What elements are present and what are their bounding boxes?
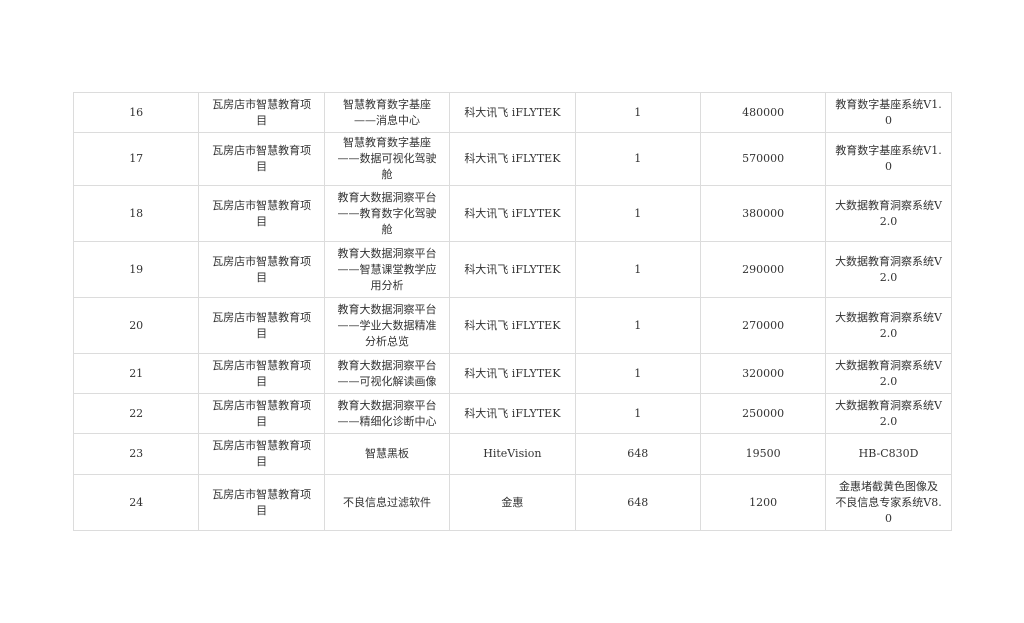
cell-model: 教育数字基座系统V1.0 — [825, 132, 952, 186]
cell-brand: 科大讯飞 iFLYTEK — [449, 353, 576, 394]
cell-quantity: 1 — [574, 132, 701, 186]
cell-product-name: 智慧教育数字基座——数据可视化驾驶舱 — [323, 132, 451, 186]
table-row: 17 瓦房店市智慧教育项目 智慧教育数字基座——数据可视化驾驶舱 科大讯飞 iFLYT… — [72, 132, 952, 186]
cell-quantity: 1 — [574, 92, 701, 133]
table-row: 19 瓦房店市智慧教育项目 教育大数据洞察平台——智慧课堂教学应用分析 科大讯飞 iF… — [72, 241, 952, 298]
cell-quantity: 1 — [574, 353, 701, 394]
cell-quantity: 1 — [574, 297, 701, 354]
table-row: 16 瓦房店市智慧教育项目 智慧教育数字基座——消息中心 科大讯飞 iFLYTEK 1 4… — [72, 92, 952, 133]
cell-model: 大数据教育洞察系统V2.0 — [825, 297, 952, 354]
cell-product-name: 智慧教育数字基座——消息中心 — [323, 92, 451, 133]
cell-unit-price: 1200 — [699, 474, 827, 531]
cell-row-number: 21 — [72, 353, 200, 394]
cell-row-number: 17 — [72, 132, 200, 186]
cell-project: 瓦房店市智慧教育项目 — [198, 132, 325, 186]
table-body: 16 瓦房店市智慧教育项目 智慧教育数字基座——消息中心 科大讯飞 iFLYTEK 1 4… — [72, 92, 952, 531]
cell-quantity: 1 — [574, 185, 701, 242]
cell-project: 瓦房店市智慧教育项目 — [198, 92, 325, 133]
cell-brand: 科大讯飞 iFLYTEK — [449, 393, 576, 434]
cell-product-name: 教育大数据洞察平台——学业大数据精准分析总览 — [323, 297, 451, 354]
cell-product-name: 教育大数据洞察平台——精细化诊断中心 — [323, 393, 451, 434]
cell-product-name: 教育大数据洞察平台——智慧课堂教学应用分析 — [323, 241, 451, 298]
product-table: 16 瓦房店市智慧教育项目 智慧教育数字基座——消息中心 科大讯飞 iFLYTEK 1 4… — [72, 92, 952, 531]
cell-unit-price: 320000 — [699, 353, 827, 394]
cell-model: 大数据教育洞察系统V2.0 — [825, 185, 952, 242]
cell-unit-price: 290000 — [699, 241, 827, 298]
cell-quantity: 648 — [574, 433, 701, 475]
cell-project: 瓦房店市智慧教育项目 — [198, 185, 325, 242]
table-row: 21 瓦房店市智慧教育项目 教育大数据洞察平台——可视化解读画像 科大讯飞 iFLYT… — [72, 353, 952, 394]
cell-project: 瓦房店市智慧教育项目 — [198, 353, 325, 394]
cell-model: 金惠堵截黄色图像及不良信息专家系统V8.0 — [825, 474, 952, 531]
cell-model: 大数据教育洞察系统V2.0 — [825, 353, 952, 394]
cell-model: HB-C830D — [825, 433, 952, 475]
cell-product-name: 不良信息过滤软件 — [323, 474, 451, 531]
cell-row-number: 18 — [72, 185, 200, 242]
cell-brand: 科大讯飞 iFLYTEK — [449, 132, 576, 186]
cell-row-number: 23 — [72, 433, 200, 475]
cell-model: 教育数字基座系统V1.0 — [825, 92, 952, 133]
cell-brand: 科大讯飞 iFLYTEK — [449, 185, 576, 242]
table-row: 20 瓦房店市智慧教育项目 教育大数据洞察平台——学业大数据精准分析总览 科大讯飞 i… — [72, 297, 952, 354]
table-row: 24 瓦房店市智慧教育项目 不良信息过滤软件 金惠 648 1200 金惠堵截黄色图像及不良… — [72, 474, 952, 531]
cell-unit-price: 270000 — [699, 297, 827, 354]
cell-row-number: 16 — [72, 92, 200, 133]
table-row: 22 瓦房店市智慧教育项目 教育大数据洞察平台——精细化诊断中心 科大讯飞 iFLYT… — [72, 393, 952, 434]
cell-project: 瓦房店市智慧教育项目 — [198, 297, 325, 354]
cell-product-name: 教育大数据洞察平台——可视化解读画像 — [323, 353, 451, 394]
table-row: 23 瓦房店市智慧教育项目 智慧黑板 HiteVision 648 19500 HB-C83… — [72, 433, 952, 475]
cell-brand: HiteVision — [449, 433, 576, 475]
cell-brand: 金惠 — [449, 474, 576, 531]
cell-quantity: 1 — [574, 241, 701, 298]
cell-model: 大数据教育洞察系统V2.0 — [825, 241, 952, 298]
cell-unit-price: 380000 — [699, 185, 827, 242]
cell-row-number: 24 — [72, 474, 200, 531]
cell-quantity: 648 — [574, 474, 701, 531]
cell-unit-price: 570000 — [699, 132, 827, 186]
cell-row-number: 22 — [72, 393, 200, 434]
cell-row-number: 19 — [72, 241, 200, 298]
cell-brand: 科大讯飞 iFLYTEK — [449, 297, 576, 354]
cell-model: 大数据教育洞察系统V2.0 — [825, 393, 952, 434]
cell-unit-price: 480000 — [699, 92, 827, 133]
cell-row-number: 20 — [72, 297, 200, 354]
cell-product-name: 教育大数据洞察平台——教育数字化驾驶舱 — [323, 185, 451, 242]
cell-quantity: 1 — [574, 393, 701, 434]
cell-unit-price: 250000 — [699, 393, 827, 434]
cell-unit-price: 19500 — [699, 433, 827, 475]
cell-project: 瓦房店市智慧教育项目 — [198, 393, 325, 434]
cell-brand: 科大讯飞 iFLYTEK — [449, 92, 576, 133]
cell-project: 瓦房店市智慧教育项目 — [198, 474, 325, 531]
cell-brand: 科大讯飞 iFLYTEK — [449, 241, 576, 298]
cell-project: 瓦房店市智慧教育项目 — [198, 241, 325, 298]
cell-project: 瓦房店市智慧教育项目 — [198, 433, 325, 475]
table-row: 18 瓦房店市智慧教育项目 教育大数据洞察平台——教育数字化驾驶舱 科大讯飞 iFLY… — [72, 185, 952, 242]
cell-product-name: 智慧黑板 — [323, 433, 451, 475]
